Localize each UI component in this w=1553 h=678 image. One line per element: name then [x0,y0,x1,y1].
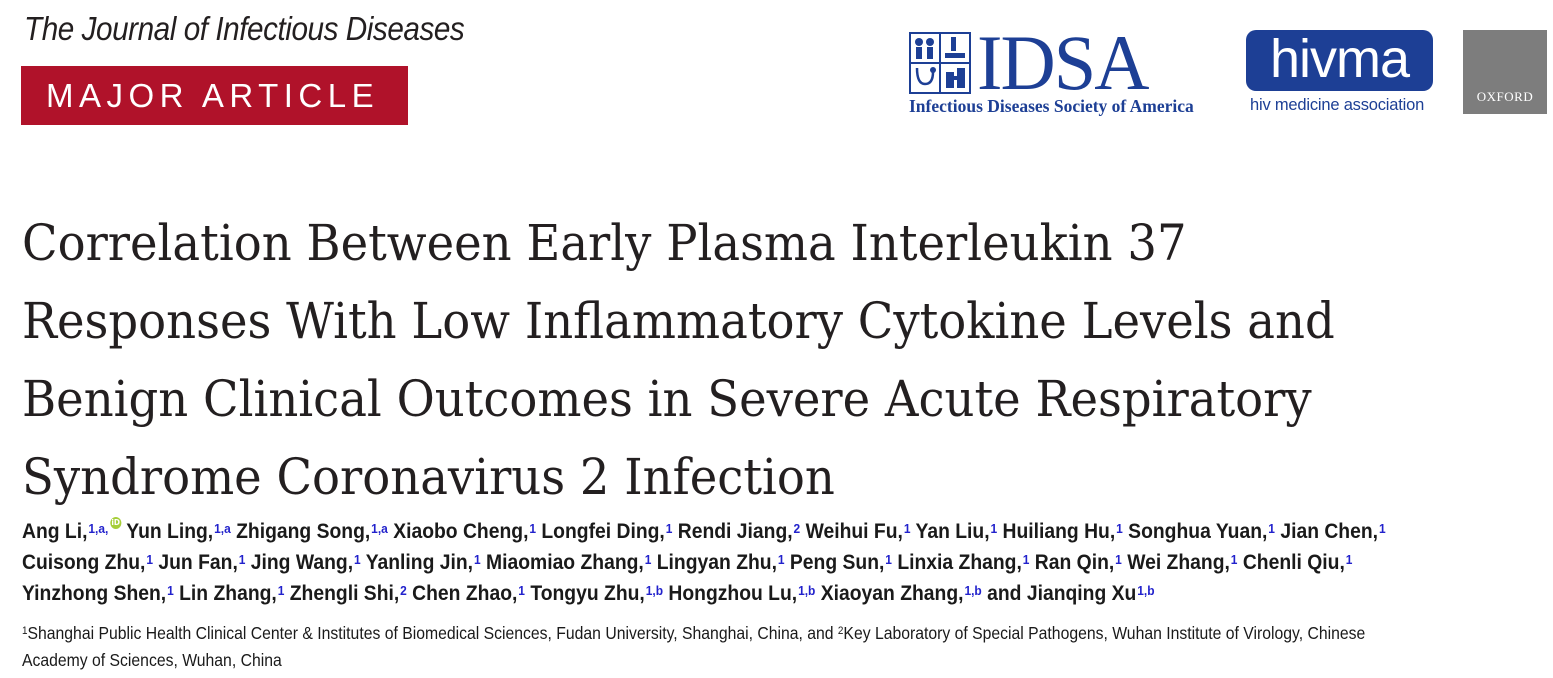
author-name[interactable]: Ang Li, [22,520,88,543]
author-name[interactable]: Hongzhou Lu, [668,582,798,605]
idsa-wordmark: IDSA [977,19,1149,106]
author-affiliation-marker[interactable]: 1,b [798,583,816,598]
author-line: Cuisong Zhu,1 Jun Fan,1 Jing Wang,1 Yanl… [22,547,1420,578]
hivma-logo[interactable]: hivma hiv medicine association [1246,30,1436,120]
author-name[interactable]: Weihui Fu, [805,520,903,543]
author-name[interactable]: and Jianqing Xu [987,582,1137,605]
affiliation-line: Academy of Sciences, Wuhan, China [22,650,282,670]
author-list: Ang Li,1,a, iD Yun Ling,1,a Zhigang Song,… [22,516,1420,609]
affiliation-text: Key Laboratory of Special Pathogens, Wuh… [843,623,1366,643]
author-affiliation-marker[interactable]: 1 [238,552,246,567]
author-affiliation-marker[interactable]: 1 [354,552,361,567]
orcid-icon[interactable]: iD [110,517,122,529]
author-name[interactable]: Miaomiao Zhang, [486,551,644,574]
author-name[interactable]: Lin Zhang, [179,582,277,605]
hivma-subtitle: hiv medicine association [1250,96,1425,114]
author-line: Ang Li,1,a, iD Yun Ling,1,a Zhigang Song,… [22,516,1420,547]
author-name[interactable]: Jing Wang, [250,551,354,574]
author-affiliation-marker[interactable]: 1 [1230,552,1238,567]
author-name[interactable]: Rendi Jiang, [677,520,793,543]
title-line: Responses With Low Inflammatory Cytokine… [22,292,1335,350]
author-affiliation-marker[interactable]: 1 [1345,552,1353,567]
article-title: Correlation Between Early Plasma Interle… [22,204,1417,516]
author-affiliation-marker[interactable]: 1 [277,583,285,598]
author-name[interactable]: Peng Sun, [789,551,885,574]
author-name[interactable]: Chen Zhao, [412,582,518,605]
author-name[interactable]: Cuisong Zhu, [22,551,146,574]
author-affiliation-marker[interactable]: 1 [885,552,892,567]
author-name[interactable]: Yinzhong Shen, [22,582,167,605]
author-name[interactable]: Zhengli Shi, [289,582,400,605]
author-affiliation-marker[interactable]: 1 [518,583,525,598]
author-affiliation-marker[interactable]: 1,b [1137,583,1155,598]
title-line: Correlation Between Early Plasma Interle… [22,214,1187,272]
author-name[interactable]: Xiaoyan Zhang, [820,582,964,605]
author-affiliation-marker[interactable]: 1 [665,521,673,536]
author-affiliation-marker[interactable]: 2 [793,521,801,536]
author-name[interactable]: Tongyu Zhu, [530,582,645,605]
author-affiliation-marker[interactable]: 1,a, [88,521,109,536]
hivma-wordmark: hivma [1246,30,1433,91]
author-name[interactable]: Xiaobo Cheng, [393,520,529,543]
author-name[interactable]: Zhigang Song, [236,520,371,543]
author-affiliation-marker[interactable]: 1 [777,552,785,567]
author-affiliation-marker[interactable]: 1 [990,521,998,536]
idsa-logo[interactable]: IDSA Infectious Diseases Society of Amer… [909,24,1229,120]
author-affiliation-marker[interactable]: 1 [903,521,911,536]
author-name[interactable]: Songhua Yuan, [1128,520,1268,543]
author-name[interactable]: Jun Fan, [158,551,238,574]
author-name[interactable]: Linxia Zhang, [897,551,1022,574]
author-name[interactable]: Yanling Jin, [365,551,474,574]
author-name[interactable]: Yun Ling, [126,520,214,543]
author-affiliation-marker[interactable]: 1 [1268,521,1275,536]
author-name[interactable]: Lingyan Zhu, [656,551,777,574]
author-affiliation-marker[interactable]: 1,b [964,583,982,598]
author-affiliation-marker[interactable]: 1,a [371,521,388,536]
author-name[interactable]: Chenli Qiu, [1242,551,1345,574]
journal-name: The Journal of Infectious Diseases [24,10,465,47]
author-affiliation-marker[interactable]: 1 [529,521,537,536]
author-affiliation-marker[interactable]: 1,a [214,521,231,536]
author-name[interactable]: Yan Liu, [915,520,990,543]
author-name[interactable]: Huiliang Hu, [1002,520,1116,543]
author-affiliation-marker[interactable]: 1 [644,552,652,567]
author-name[interactable]: Ran Qin, [1034,551,1115,574]
affiliations: 1Shanghai Public Health Clinical Center … [22,620,1426,674]
affiliation-text: Shanghai Public Health Clinical Center &… [27,623,838,643]
title-line: Syndrome Coronavirus 2 Infection [22,448,835,506]
author-affiliation-marker[interactable]: 1 [167,583,174,598]
author-affiliation-marker[interactable]: 1 [1022,552,1030,567]
affiliation-line: 1Shanghai Public Health Clinical Center … [22,620,1426,647]
author-affiliation-marker[interactable]: 1 [146,552,153,567]
article-type-banner: MAJOR ARTICLE [21,66,408,125]
title-line: Benign Clinical Outcomes in Severe Acute… [22,370,1312,428]
author-line: Yinzhong Shen,1 Lin Zhang,1 Zhengli Shi,… [22,578,1420,609]
oxford-wordmark: OXFORD [1476,89,1534,104]
author-name[interactable]: Longfei Ding, [541,520,665,543]
author-affiliation-marker[interactable]: 1,b [645,583,664,598]
oxford-logo[interactable]: OXFORD [1463,30,1547,114]
idsa-emblem-icon [909,32,971,94]
author-affiliation-marker[interactable]: 1 [1378,521,1386,536]
author-name[interactable]: Wei Zhang, [1127,551,1230,574]
affiliation-marker: 1 [22,625,28,637]
author-name[interactable]: Jian Chen, [1280,520,1379,543]
affiliation-marker: 2 [837,625,844,637]
idsa-subtitle: Infectious Diseases Society of America [909,96,1194,116]
author-affiliation-marker[interactable]: 1 [1116,521,1123,536]
author-affiliation-marker[interactable]: 1 [473,552,481,567]
author-affiliation-marker[interactable]: 1 [1115,552,1122,567]
author-affiliation-marker[interactable]: 2 [400,583,407,598]
